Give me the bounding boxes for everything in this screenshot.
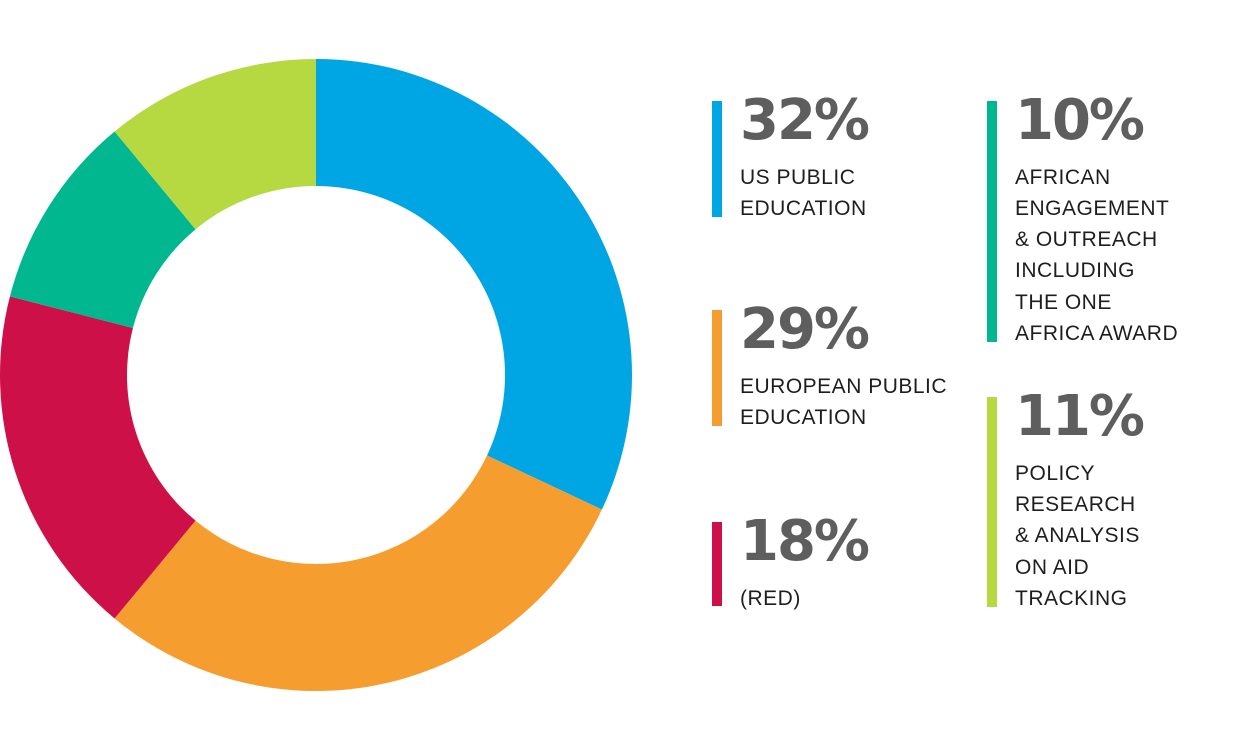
- legend-percent: 11%: [1015, 384, 1145, 449]
- legend-item-african-engagement: 10% AFRICAN ENGAGEMENT & OUTREACH INCLUD…: [987, 93, 1217, 345]
- donut-slice-1: [316, 59, 632, 510]
- legend-label-line: US PUBLIC: [740, 166, 856, 189]
- legend-label-line: INCLUDING: [1015, 259, 1136, 282]
- legend-item-red: 18% (RED): [712, 514, 912, 610]
- legend-label-line: EDUCATION: [740, 197, 867, 220]
- legend-color-bar: [712, 101, 722, 217]
- legend-color-bar: [712, 522, 722, 606]
- legend-item-policy-research: 11% POLICY RESEARCH & ANALYSIS ON AID TR…: [987, 389, 1217, 610]
- legend-label-line: & OUTREACH: [1015, 228, 1158, 251]
- legend-label-line: & ANALYSIS: [1015, 524, 1140, 547]
- legend-item-european-public-education: 29% EUROPEAN PUBLIC EDUCATION: [712, 302, 952, 429]
- legend-color-bar: [712, 310, 722, 426]
- legend-color-bar: [987, 397, 997, 607]
- legend-percent: 18%: [740, 509, 870, 574]
- legend-percent: 32%: [740, 88, 870, 153]
- legend-label-line: ENGAGEMENT: [1015, 197, 1170, 220]
- legend-percent: 29%: [740, 297, 870, 362]
- legend-label-line: EUROPEAN PUBLIC: [740, 375, 948, 398]
- legend-item-us-public-education: 32% US PUBLIC EDUCATION: [712, 93, 912, 220]
- donut-slice-3: [0, 296, 196, 619]
- legend-label-line: POLICY: [1015, 462, 1096, 485]
- legend-percent: 10%: [1015, 88, 1145, 153]
- legend-label-line: (RED): [740, 587, 801, 610]
- legend-label-line: EDUCATION: [740, 406, 867, 429]
- legend-label-line: TRACKING: [1015, 587, 1128, 610]
- legend-label-line: ON AID: [1015, 556, 1090, 579]
- legend-label-line: THE ONE: [1015, 291, 1112, 314]
- donut-chart: [0, 59, 632, 691]
- donut-slice-2: [114, 455, 602, 691]
- donut-slice-4: [9, 131, 196, 328]
- donut-slice-5: [114, 59, 316, 230]
- legend-label-line: AFRICA AWARD: [1015, 322, 1179, 345]
- legend-label-line: AFRICAN: [1015, 166, 1111, 189]
- legend-color-bar: [987, 101, 997, 342]
- legend-label-line: RESEARCH: [1015, 493, 1136, 516]
